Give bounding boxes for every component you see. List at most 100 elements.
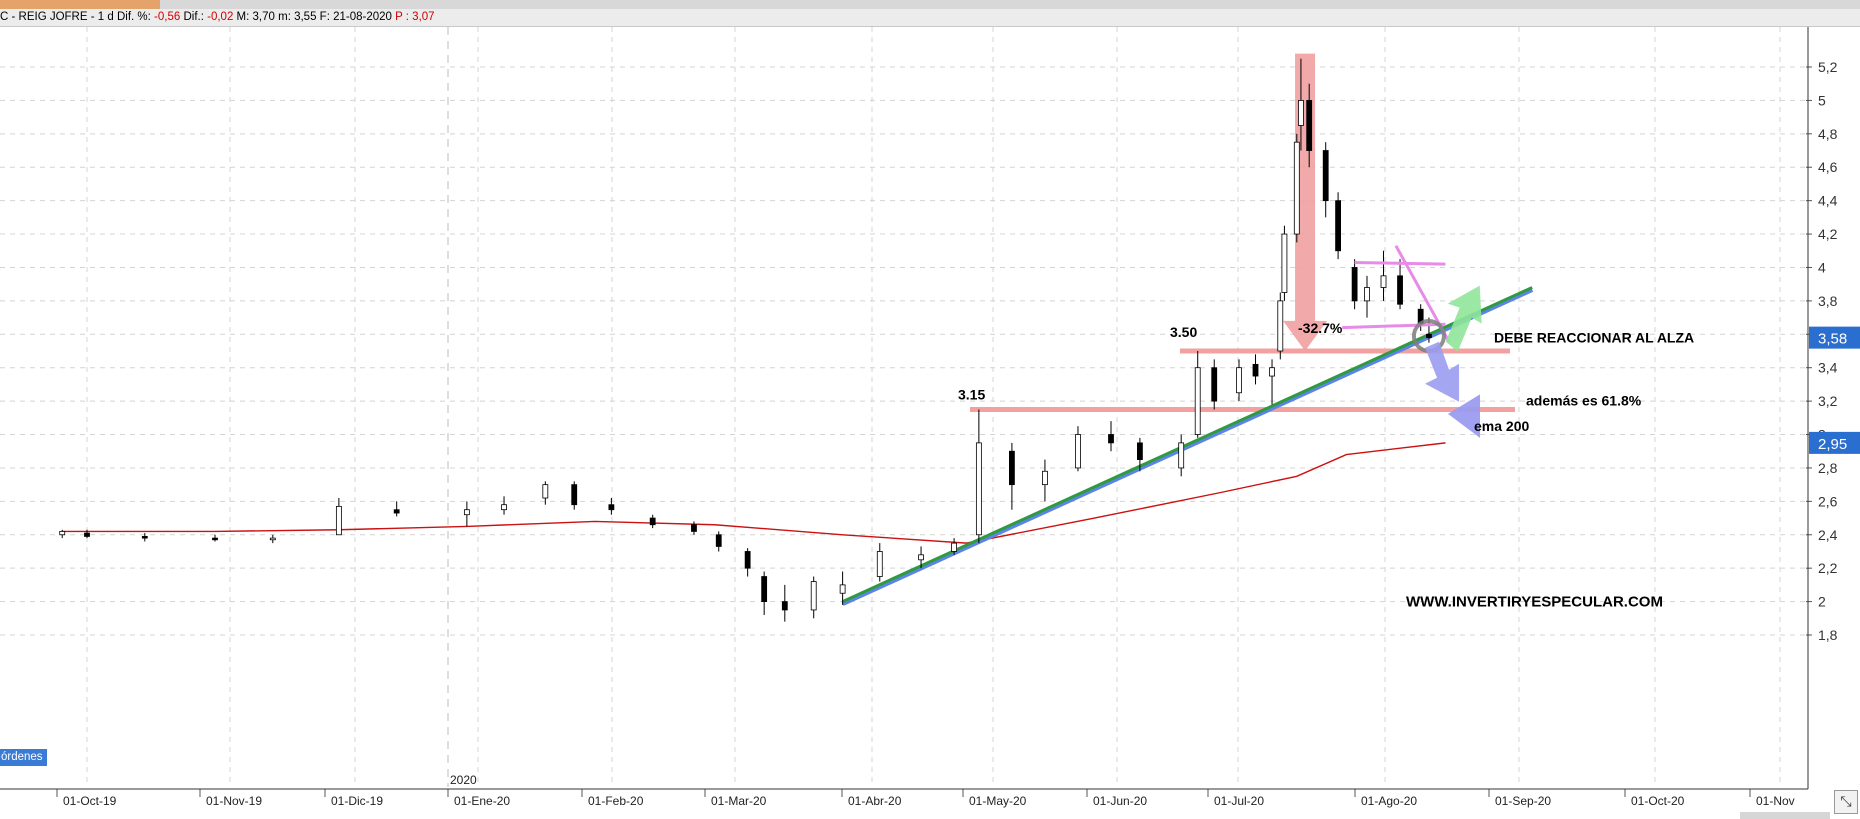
max-value: M: 3,70 [236,11,275,23]
report-tab[interactable] [0,0,160,9]
date-value: F: 21-08-2020 [319,11,392,23]
candle-body [542,484,549,499]
ema-label: ema 200 [1474,418,1529,434]
price-tag-box [1809,326,1860,349]
up-arrow [1445,285,1482,352]
drop-pct-label: -32.7% [1298,320,1343,336]
candle-body [1194,367,1201,435]
candle-body [1252,363,1259,377]
candle-body [810,581,817,611]
fib-label: además es 61.8% [1526,392,1642,408]
x-tick-label: 01-Dic-19 [331,794,383,808]
min-value: m: 3,55 [278,11,317,23]
x-tick-label: 01-Sep-20 [1495,794,1551,808]
y-tick-label: 2,2 [1818,560,1838,576]
horizontal-scrollbar[interactable] [1740,812,1830,819]
price-tag-label: 2,95 [1818,436,1847,453]
candle-body [335,505,342,536]
y-tick-label: 4,8 [1818,126,1838,142]
candle-body [571,484,578,506]
candle-body [1137,442,1143,460]
candle-body [269,537,276,541]
candle-body [1042,470,1048,486]
candle-body [715,534,722,547]
x-tick-label: 01-Jun-20 [1093,794,1147,808]
candle-body [1236,367,1242,394]
price-chart[interactable]: 01-Oct-19 01-Nov-19 01-Dic-19 01-Ene-20 01-F… [0,27,1860,819]
candle-body [141,536,148,539]
y-tick-label: 2,8 [1818,460,1838,476]
candle-body [393,509,400,514]
candle-body [1306,100,1313,151]
x-tick-label: 01-Mar-20 [711,794,767,808]
drop-arrow [1283,53,1328,352]
candle-body [1397,275,1403,305]
x-tick-label: 01-Ago-20 [1361,794,1417,808]
dif-pct-value: -0,56 [154,11,181,23]
y-tick-label: 4,6 [1818,159,1838,175]
dif-pct-label: Dif. %: [116,11,151,23]
x-tick-label: 01-Feb-20 [588,794,644,808]
x-tick-label: 01-Nov-19 [206,794,262,808]
y-tick-label: 1,8 [1818,627,1838,643]
period: 1 d [97,11,114,23]
dif-value: -0,02 [207,11,234,23]
candle-body [918,554,924,561]
resize-corner-button[interactable]: ⤡ [1834,790,1858,814]
dif-label: Dif.: [183,11,204,23]
candle-body [84,532,90,537]
price-tag-label: 3,58 [1818,331,1847,348]
y-tick-label: 4 [1818,259,1826,275]
candle-body [781,601,788,611]
y-tick-label: 2,4 [1818,527,1838,543]
y-tick-label: 5 [1818,92,1826,108]
price-tag-box [1809,431,1860,454]
p-value: P : 3,07 [395,11,435,23]
level-350-label: 3.50 [1170,324,1197,340]
y-tick-label: 3,8 [1818,293,1838,309]
candle-body [1075,434,1081,469]
x-tick-label: 01-Jul-20 [1214,794,1264,808]
candle-body [608,504,615,511]
candle-body [839,584,846,594]
y-tick-label: 3,2 [1818,393,1838,409]
symbol-name: C - REIG JOFRE - [0,11,95,23]
candle-body [1277,300,1284,352]
y-tick-label: 2,6 [1818,493,1838,509]
candle-body [463,509,470,516]
candle-body [1269,367,1275,377]
candle-body [1281,233,1288,293]
candle-body [1293,141,1300,235]
triangle-bottom-line [1342,322,1446,330]
candle-body [649,517,656,526]
candle-body [1364,287,1370,302]
candle-body [691,524,697,532]
orders-tab[interactable]: órdenes [0,749,47,766]
candle-body [951,542,957,552]
react-label: DEBE REACCIONAR AL ALZA [1494,330,1694,346]
candle-body [876,551,883,577]
y-tick-label: 4,4 [1818,193,1838,209]
y-tick-label: 2 [1818,594,1826,610]
level-315-label: 3.15 [958,386,985,402]
y-tick-label: 4,2 [1818,226,1838,242]
y-tick-label: 3,4 [1818,360,1838,376]
candle-body [212,537,218,541]
trend-line [841,286,1533,603]
x-tick-label: 01-Oct-20 [1631,794,1685,808]
top-strip [0,0,1860,9]
candle-body [501,504,507,511]
x-tick-label: 01-Oct-19 [63,794,117,808]
x-tick-label: 01-May-20 [969,794,1027,808]
triangle-top-line [1354,260,1446,266]
candle-body [744,551,751,569]
x-tick-label: 01-Ene-20 [454,794,510,808]
candle-body [59,531,66,536]
y-tick-label: 5,2 [1818,59,1838,75]
candle-body [1009,450,1015,486]
candle-body [1322,150,1329,202]
symbol-info-bar: C - REIG JOFRE - 1 d Dif. %: -0,56 Dif.:… [0,9,1860,27]
candle-body [1298,100,1304,126]
candle-body [1108,434,1114,444]
watermark-label: WWW.INVERTIRYESPECULAR.COM [1406,594,1663,611]
